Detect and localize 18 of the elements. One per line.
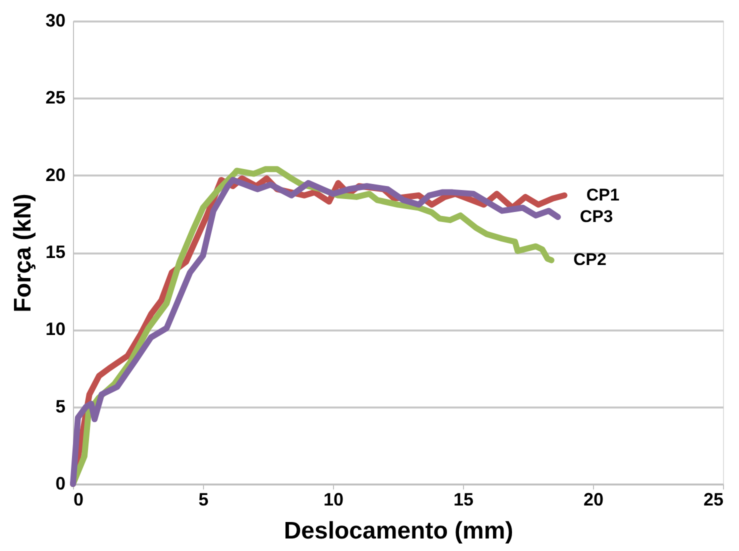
y-tick-label: 15 bbox=[45, 242, 66, 262]
x-tick-label: 15 bbox=[453, 490, 474, 510]
y-tick-label: 25 bbox=[45, 88, 66, 108]
series-label: CP1 bbox=[586, 185, 620, 204]
y-tick-label: 0 bbox=[55, 474, 66, 494]
x-tick-label: 10 bbox=[323, 490, 344, 510]
x-tick-label: 5 bbox=[198, 490, 209, 510]
y-tick-label: 10 bbox=[45, 319, 66, 340]
x-tick-label: 20 bbox=[583, 490, 604, 510]
x-axis-title: Deslocamento (mm) bbox=[284, 518, 514, 544]
y-tick-label: 5 bbox=[55, 396, 66, 416]
series-label: CP2 bbox=[573, 250, 606, 270]
x-tick-label: 0 bbox=[74, 490, 84, 510]
series-label: CP3 bbox=[580, 207, 613, 226]
y-tick-label: 30 bbox=[45, 10, 66, 30]
y-axis-title: Força (kN) bbox=[9, 194, 36, 312]
y-tick-label: 20 bbox=[45, 164, 66, 185]
x-tick-label: 25 bbox=[703, 490, 724, 510]
